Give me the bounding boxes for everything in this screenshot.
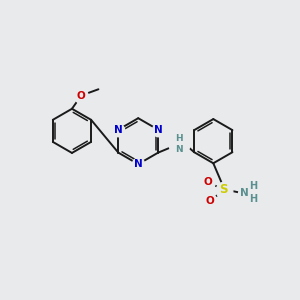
Text: N: N bbox=[154, 125, 163, 135]
Text: O: O bbox=[77, 91, 85, 100]
Text: N: N bbox=[114, 125, 123, 135]
Text: N: N bbox=[134, 159, 142, 169]
Text: S: S bbox=[219, 183, 228, 196]
Text: H
N: H N bbox=[176, 134, 183, 154]
Text: N: N bbox=[240, 188, 249, 198]
Text: H: H bbox=[249, 181, 257, 191]
Text: H: H bbox=[249, 194, 257, 204]
Text: O: O bbox=[206, 196, 215, 206]
Text: O: O bbox=[204, 177, 213, 188]
